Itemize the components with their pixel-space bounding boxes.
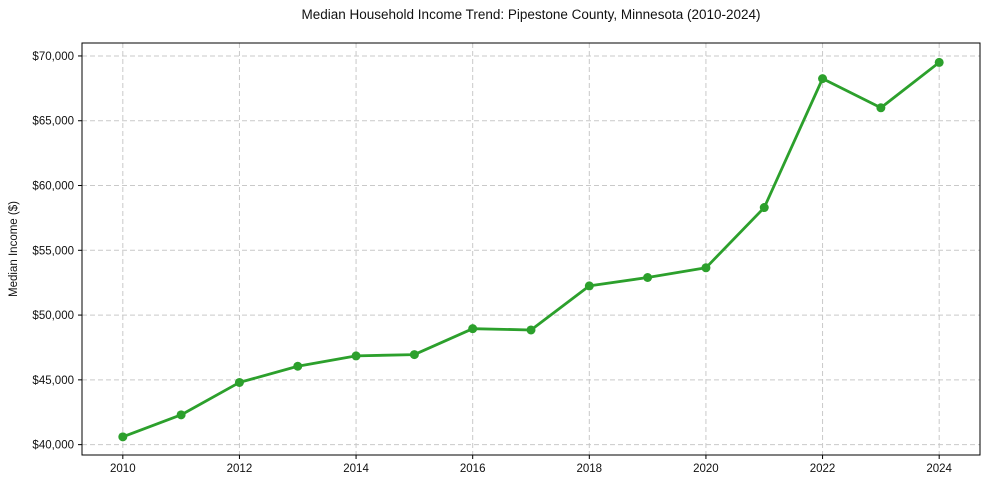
data-point-2016 <box>468 324 478 334</box>
data-point-2010 <box>118 432 128 442</box>
x-tick-label: 2016 <box>460 463 486 475</box>
data-point-2013 <box>293 361 303 371</box>
y-tick-label: $55,000 <box>32 245 74 257</box>
data-point-2017 <box>526 325 536 335</box>
data-point-2019 <box>643 273 653 282</box>
trend-line <box>121 61 941 439</box>
x-tick-label: 2010 <box>110 463 136 475</box>
plot-border <box>81 42 981 456</box>
data-point-2022 <box>818 74 828 84</box>
y-tick-label: $70,000 <box>32 51 74 63</box>
y-tick-label: $40,000 <box>32 440 74 452</box>
data-point-2018 <box>584 281 594 291</box>
x-tick-label: 2022 <box>810 463 836 475</box>
x-tick-label: 2018 <box>577 463 603 475</box>
y-tick-label: $50,000 <box>32 310 74 322</box>
x-tick-label: 2014 <box>343 463 369 475</box>
x-tick-label: 2020 <box>693 463 719 475</box>
x-tick-label: 2024 <box>926 463 952 475</box>
data-point-2015 <box>409 350 419 360</box>
data-point-2012 <box>234 377 244 387</box>
data-point-2020 <box>701 263 711 273</box>
y-tick-label: $65,000 <box>32 116 74 128</box>
data-point-2014 <box>351 351 361 361</box>
data-point-2024 <box>934 57 944 67</box>
y-tick-label: $45,000 <box>32 375 74 387</box>
data-point-2011 <box>176 410 186 420</box>
x-tick-label: 2012 <box>227 463 253 475</box>
chart-title: Median Household Income Trend: Pipestone… <box>301 7 761 22</box>
data-point-2023 <box>876 103 886 113</box>
data-point-2021 <box>759 203 769 213</box>
y-tick-label: $60,000 <box>32 181 74 193</box>
